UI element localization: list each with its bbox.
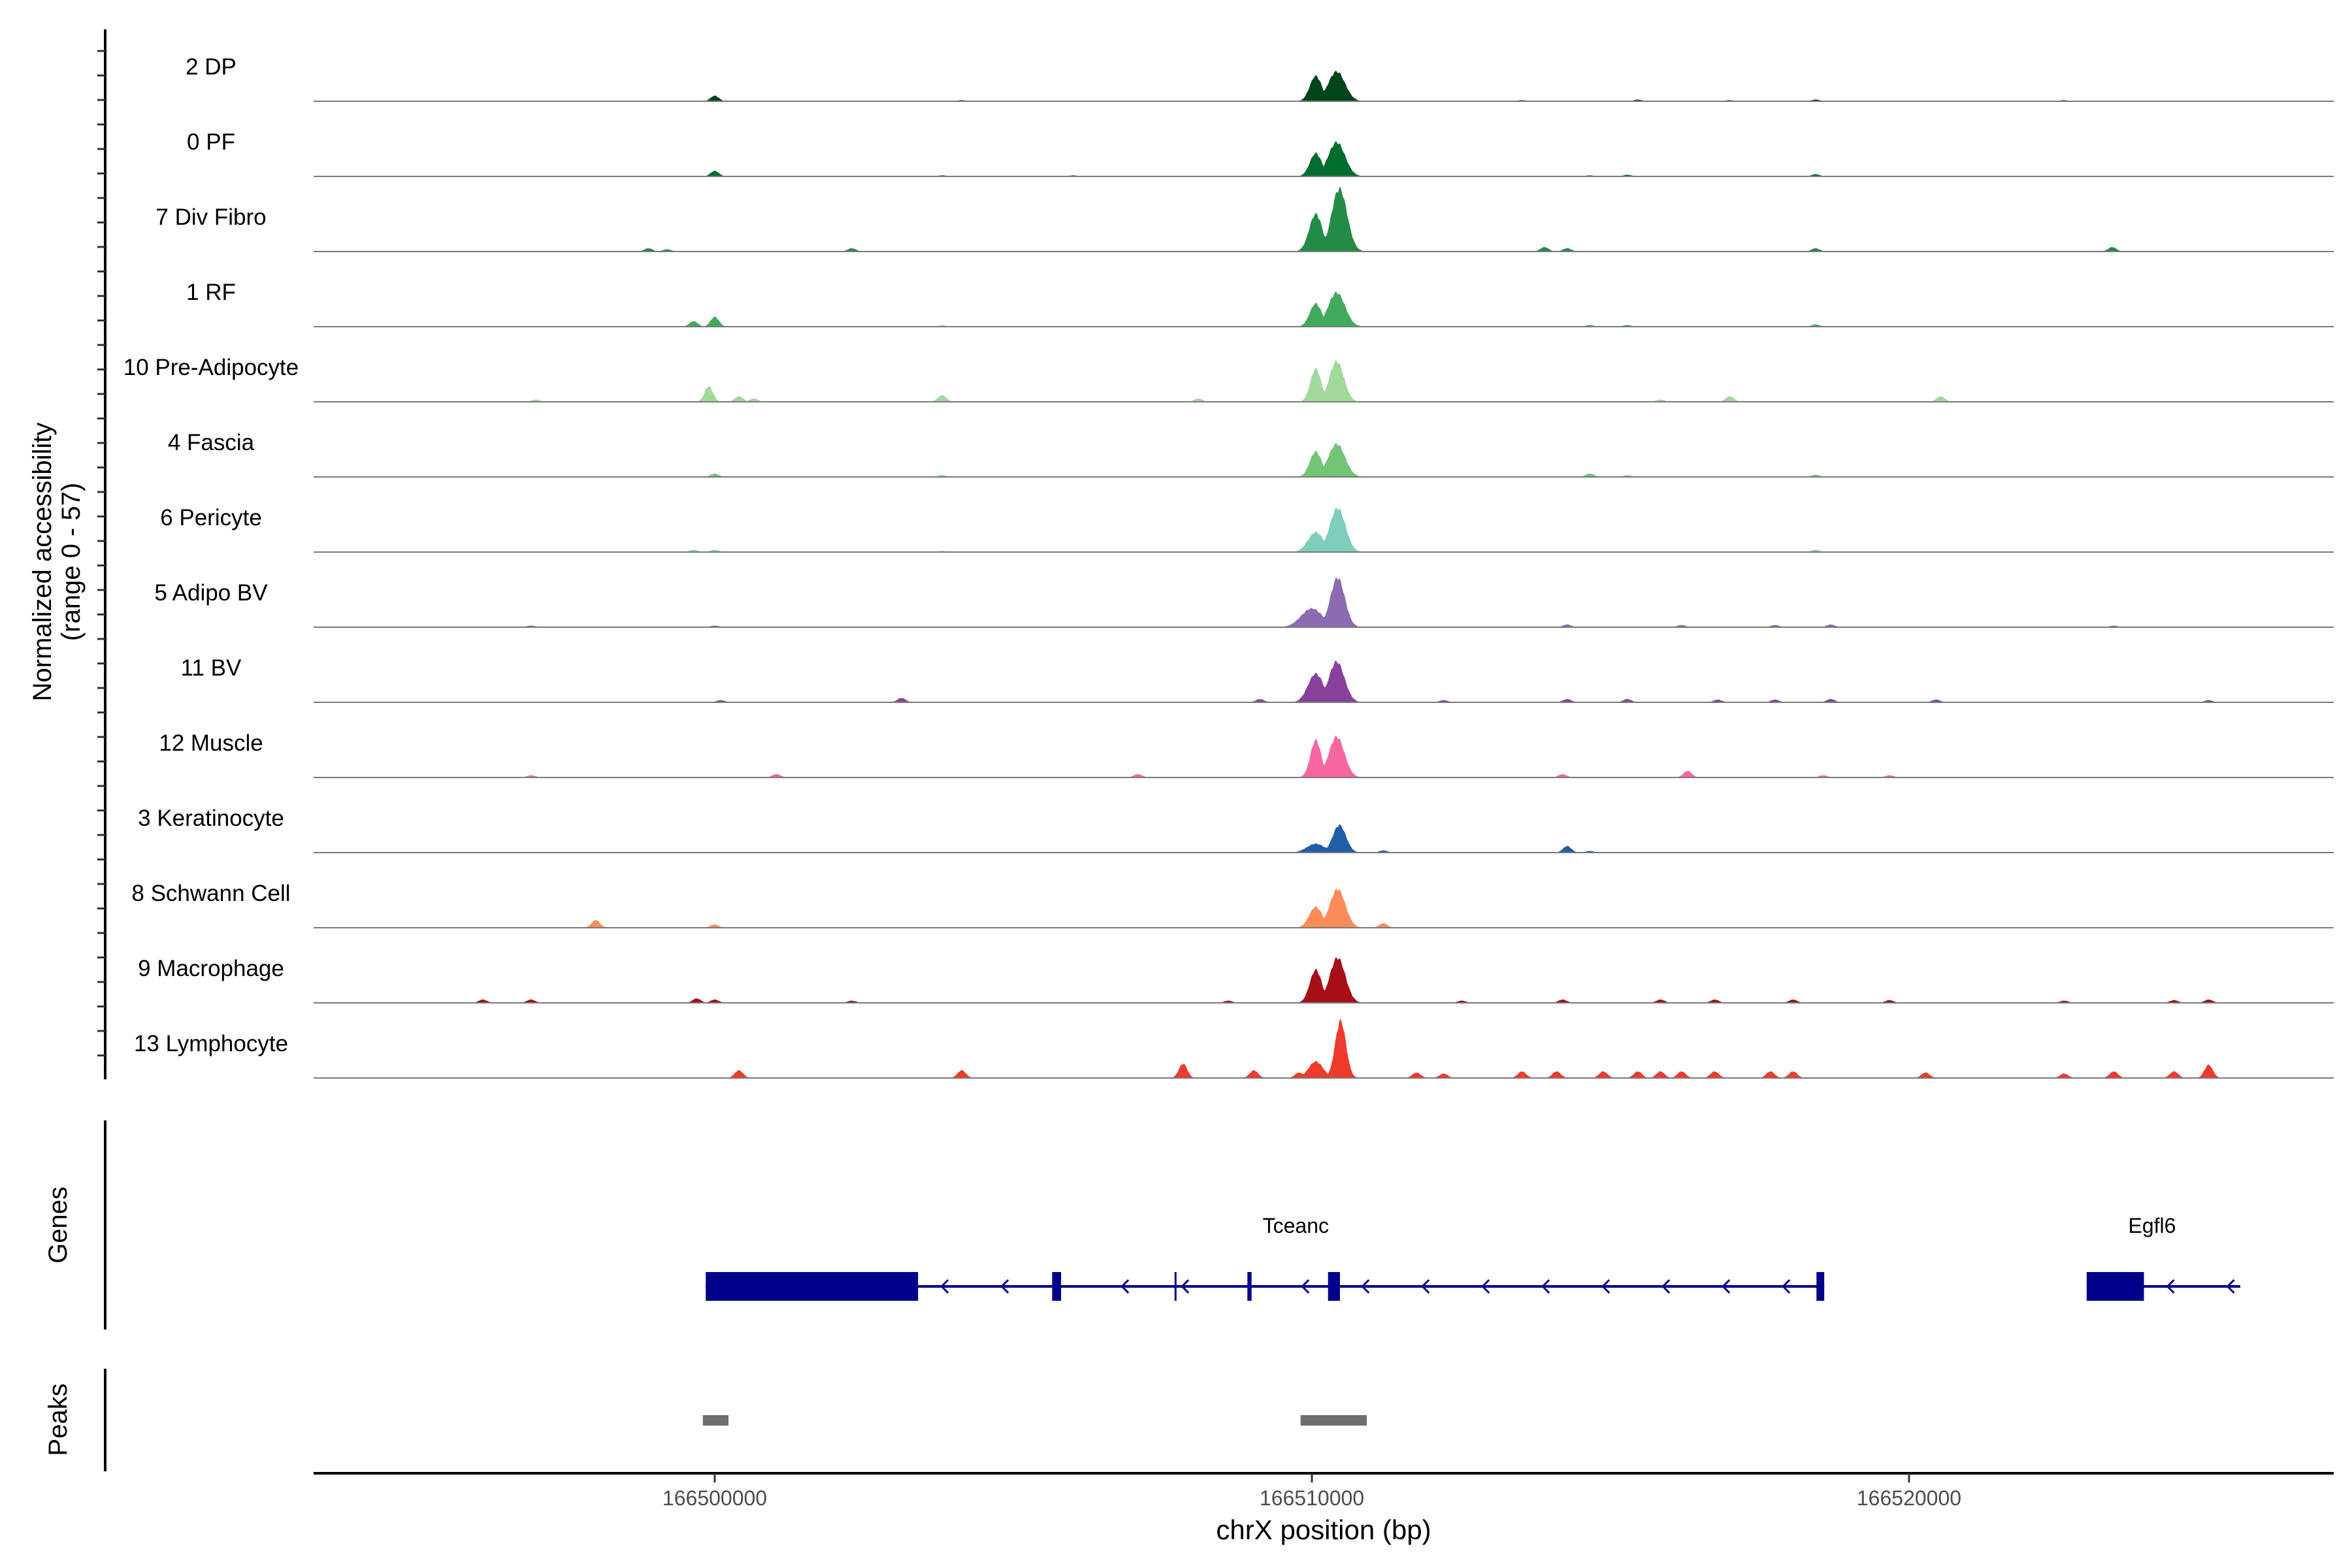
gene-label: Tceanc	[1263, 1214, 1329, 1237]
coverage-area	[314, 735, 2334, 777]
coverage-area	[314, 187, 2334, 252]
gene-track: Tceanc Egfl6	[706, 1214, 2241, 1301]
coverage-area	[314, 141, 2334, 176]
peaks-panel-title: Peaks	[44, 1383, 73, 1456]
coverage-area	[314, 360, 2334, 402]
track-label: 0 PF	[187, 129, 235, 155]
coverage-area	[314, 660, 2334, 702]
track-3-keratinocyte: 3 Keratinocyte	[138, 806, 2334, 853]
track-5-adipo-bv: 5 Adipo BV	[154, 578, 2334, 628]
x-axis-ticks: 166500000 166510000 166520000	[662, 1473, 1961, 1510]
strand-arrow-icon	[940, 1279, 949, 1294]
track-label: 9 Macrophage	[138, 956, 284, 981]
track-label: 6 Pericyte	[160, 505, 262, 531]
track-label: 4 Fascia	[168, 430, 255, 455]
track-2-dp: 2 DP	[186, 54, 2334, 102]
track-label: 3 Keratinocyte	[138, 806, 284, 831]
track-8-schwann-cell: 8 Schwann Cell	[131, 881, 2334, 928]
coverage-area	[314, 291, 2334, 327]
gene-exon	[1328, 1272, 1340, 1301]
strand-arrow-icon	[1722, 1279, 1731, 1294]
track-label: 2 DP	[186, 54, 237, 80]
track-11-bv: 11 BV	[181, 655, 2334, 703]
gene-exon	[2086, 1272, 2144, 1301]
x-tick-label: 166510000	[1260, 1486, 1364, 1510]
strand-arrow-icon	[2166, 1279, 2175, 1294]
track-9-macrophage: 9 Macrophage	[138, 956, 2334, 1004]
track-6-pericyte: 6 Pericyte	[160, 505, 2334, 553]
gene-exon	[706, 1272, 919, 1301]
strand-arrow-icon	[1181, 1279, 1190, 1294]
track-7-div-fibro: 7 Div Fibro	[155, 187, 2334, 252]
coverage-area	[314, 825, 2334, 853]
strand-arrow-icon	[1000, 1279, 1009, 1294]
coverage-area	[314, 957, 2334, 1003]
strand-arrow-icon	[1481, 1279, 1490, 1294]
track-label: 11 BV	[181, 655, 242, 681]
strand-arrow-icon	[2226, 1279, 2235, 1294]
track-label: 8 Schwann Cell	[131, 881, 290, 906]
strand-arrow-icon	[1120, 1279, 1130, 1294]
track-1-rf: 1 RF	[186, 280, 2334, 327]
coverage-area	[314, 443, 2334, 477]
strand-arrow-icon	[1361, 1279, 1370, 1294]
coverage-area	[314, 71, 2334, 101]
x-tick-label: 166500000	[662, 1486, 767, 1510]
gene-exon	[1816, 1272, 1825, 1301]
track-label: 13 Lymphocyte	[134, 1031, 288, 1056]
gene-exon	[1174, 1272, 1177, 1301]
coverage-area	[314, 889, 2334, 928]
coverage-area	[314, 508, 2334, 552]
gene-tceanc: Tceanc	[706, 1214, 1825, 1301]
track-label: 12 Muscle	[159, 730, 263, 756]
genes-panel-title: Genes	[44, 1186, 73, 1264]
track-label: 7 Div Fibro	[155, 204, 266, 230]
y-axis-title-line2: (range 0 - 57)	[57, 483, 86, 641]
gene-egfl6: Egfl6	[2086, 1214, 2241, 1301]
x-tick-label: 166520000	[1857, 1486, 1961, 1510]
track-label: 1 RF	[186, 280, 236, 305]
coverage-tracks: 2 DP 0 PF 7 Div Fibro 1 RF 10 Pre-Adipocyte 4…	[123, 54, 2334, 1079]
track-label: 10 Pre-Adipocyte	[123, 355, 299, 380]
strand-arrow-icon	[1601, 1279, 1610, 1294]
track-4-fascia: 4 Fascia	[168, 430, 2334, 478]
strand-arrow-icon	[1301, 1279, 1310, 1294]
track-13-lymphocyte: 13 Lymphocyte	[134, 1019, 2334, 1079]
y-axis	[97, 29, 106, 1079]
track-0-pf: 0 PF	[187, 129, 2334, 177]
y-axis-title-line1: Normalized accessibility	[28, 423, 57, 702]
peak-region	[1300, 1415, 1367, 1426]
strand-arrow-icon	[1541, 1279, 1550, 1294]
gene-exon	[1247, 1272, 1252, 1301]
gene-exon	[1052, 1272, 1062, 1301]
strand-arrow-icon	[1782, 1279, 1791, 1294]
coverage-area	[314, 578, 2334, 627]
strand-arrow-icon	[1421, 1279, 1430, 1294]
peak-region	[702, 1415, 729, 1426]
track-label: 5 Adipo BV	[154, 580, 268, 606]
gene-label: Egfl6	[2128, 1214, 2176, 1237]
coverage-area	[314, 1019, 2334, 1078]
strand-arrow-icon	[1661, 1279, 1671, 1294]
track-12-muscle: 12 Muscle	[159, 730, 2334, 778]
track-10-pre-adipocyte: 10 Pre-Adipocyte	[123, 355, 2334, 402]
peak-track	[702, 1415, 1367, 1426]
x-axis-title: chrX position (bp)	[1216, 1514, 1431, 1545]
